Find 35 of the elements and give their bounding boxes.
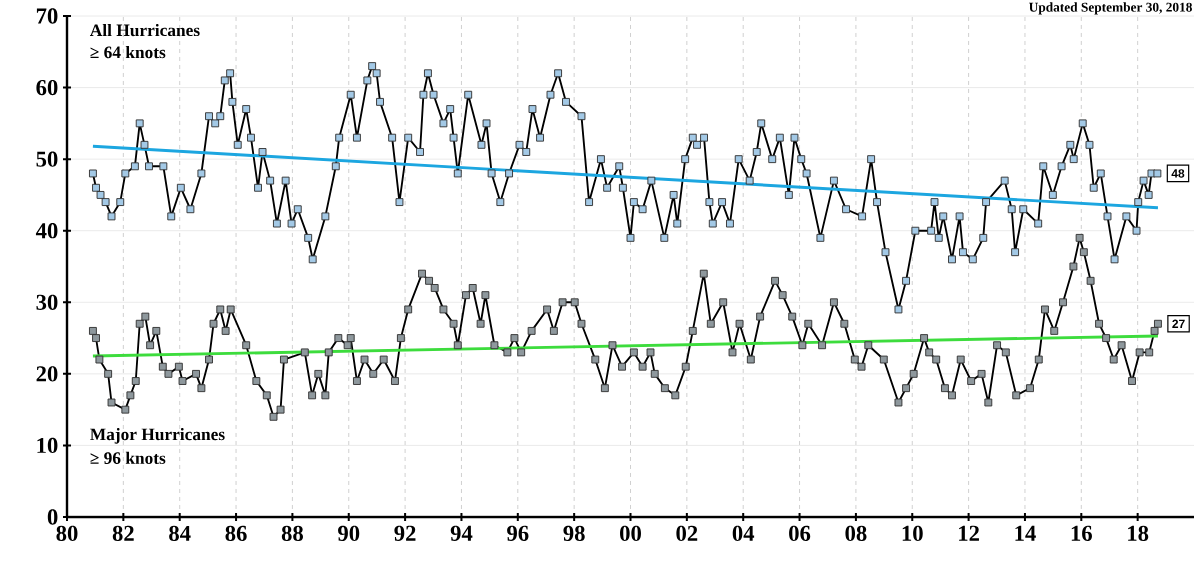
y-tick-label: 40: [35, 223, 58, 239]
x-tick-label: 80: [56, 525, 78, 542]
annotation: 48: [1171, 169, 1185, 178]
x-tick-label: 84: [169, 525, 191, 542]
y-tick-label: 20: [36, 366, 58, 382]
x-tick-label: 92: [394, 525, 416, 541]
x-tick-label: 04: [732, 525, 755, 542]
x-tick-label: 86: [225, 525, 247, 542]
x-tick-label: 98: [563, 525, 585, 542]
annotation: ≥ 64 knots: [90, 45, 166, 59]
x-tick-label: 06: [789, 525, 811, 542]
annotation: ≥ 96 knots: [90, 451, 166, 464]
y-tick-label: 30: [36, 294, 58, 310]
x-tick-label: 14: [1015, 525, 1036, 541]
x-tick-label: 10: [902, 525, 923, 542]
annotation: 27: [1172, 319, 1185, 328]
x-tick-label: 94: [450, 525, 473, 541]
chart-title: Updated September 30, 2018: [1029, 2, 1192, 15]
y-tick-label: 70: [36, 8, 58, 24]
x-tick-label: 96: [507, 525, 529, 541]
annotation: All Hurricanes: [89, 23, 200, 37]
y-tick-label: 50: [36, 151, 58, 167]
x-tick-label: 90: [338, 525, 360, 542]
x-tick-label: 16: [1071, 525, 1092, 541]
x-tick-label: 18: [1128, 525, 1149, 542]
x-tick-label: 82: [112, 525, 134, 542]
x-tick-label: 00: [620, 525, 641, 542]
x-tick-label: 12: [959, 525, 979, 541]
y-tick-label: 60: [36, 79, 58, 96]
y-tick-label: 10: [37, 437, 58, 454]
y-tick-label: 0: [47, 509, 58, 525]
x-tick-label: 88: [281, 525, 303, 542]
x-tick-label: 08: [845, 525, 867, 542]
x-tick-label: 02: [676, 525, 698, 542]
annotation: Major Hurricanes: [90, 427, 225, 444]
